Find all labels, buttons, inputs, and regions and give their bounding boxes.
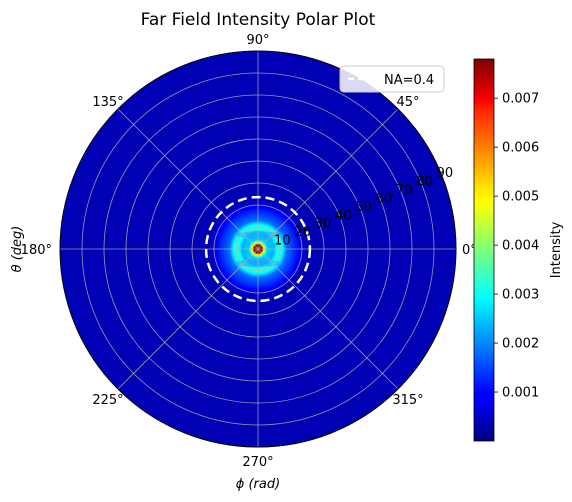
angle-label-135: 135°: [92, 95, 123, 110]
colorbar-tick-label: 0.003: [502, 288, 539, 303]
colorbar-tick-label: 0.002: [502, 337, 539, 352]
radial-tick-label: 20: [294, 225, 311, 240]
angle-label-0: 0°: [462, 243, 477, 258]
radial-tick-label: 30: [315, 217, 332, 232]
angle-label-315: 315°: [392, 393, 423, 408]
x-axis-label: ϕ (rad): [236, 477, 280, 492]
colorbar-tick-label: 0.006: [502, 141, 539, 156]
colorbar-label: Intensity: [549, 221, 564, 278]
colorbar-tick-label: 0.005: [502, 190, 539, 205]
polar-grid: [59, 50, 457, 448]
colorbar: 0.001 0.002 0.003 0.004 0.005 0.006 0.007 Inte…: [473, 58, 564, 442]
radial-tick-label: 90: [437, 166, 454, 181]
legend: NA=0.4: [339, 65, 445, 93]
radial-tick-label: 80: [416, 175, 433, 190]
colorbar-tick-label: 0.004: [502, 239, 539, 254]
colorbar-ticks: 0.001 0.002 0.003 0.004 0.005 0.006 0.007: [494, 92, 539, 401]
radial-tick-label: 10: [274, 234, 291, 249]
radial-tick-label: 60: [376, 191, 393, 206]
colorbar-tick-label: 0.007: [502, 92, 539, 107]
y-axis-label: θ (deg): [10, 226, 25, 273]
angular-gridline: [257, 248, 399, 390]
angle-label-225: 225°: [92, 393, 123, 408]
angular-gridline: [117, 248, 259, 390]
radial-tick-label: 50: [355, 200, 372, 215]
angle-label-45: 45°: [396, 95, 419, 110]
legend-box: [339, 65, 445, 93]
radial-tick-label: 70: [396, 183, 413, 198]
angle-label-180: 180°: [21, 243, 52, 258]
na-circle-series: [204, 195, 312, 303]
angular-gridline: [117, 108, 259, 250]
polar-frame: [59, 50, 457, 448]
radial-tick-label: 40: [335, 208, 352, 223]
angular-gridline: [257, 108, 399, 250]
legend-label: NA=0.4: [384, 73, 434, 88]
angle-label-90: 90°: [246, 33, 269, 48]
na-circle: [204, 195, 312, 303]
colorbar-gradient: [473, 58, 495, 442]
chart-title: Far Field Intensity Polar Plot: [141, 10, 376, 30]
angle-label-270: 270°: [242, 455, 273, 470]
colorbar-tick-label: 0.001: [502, 386, 539, 401]
